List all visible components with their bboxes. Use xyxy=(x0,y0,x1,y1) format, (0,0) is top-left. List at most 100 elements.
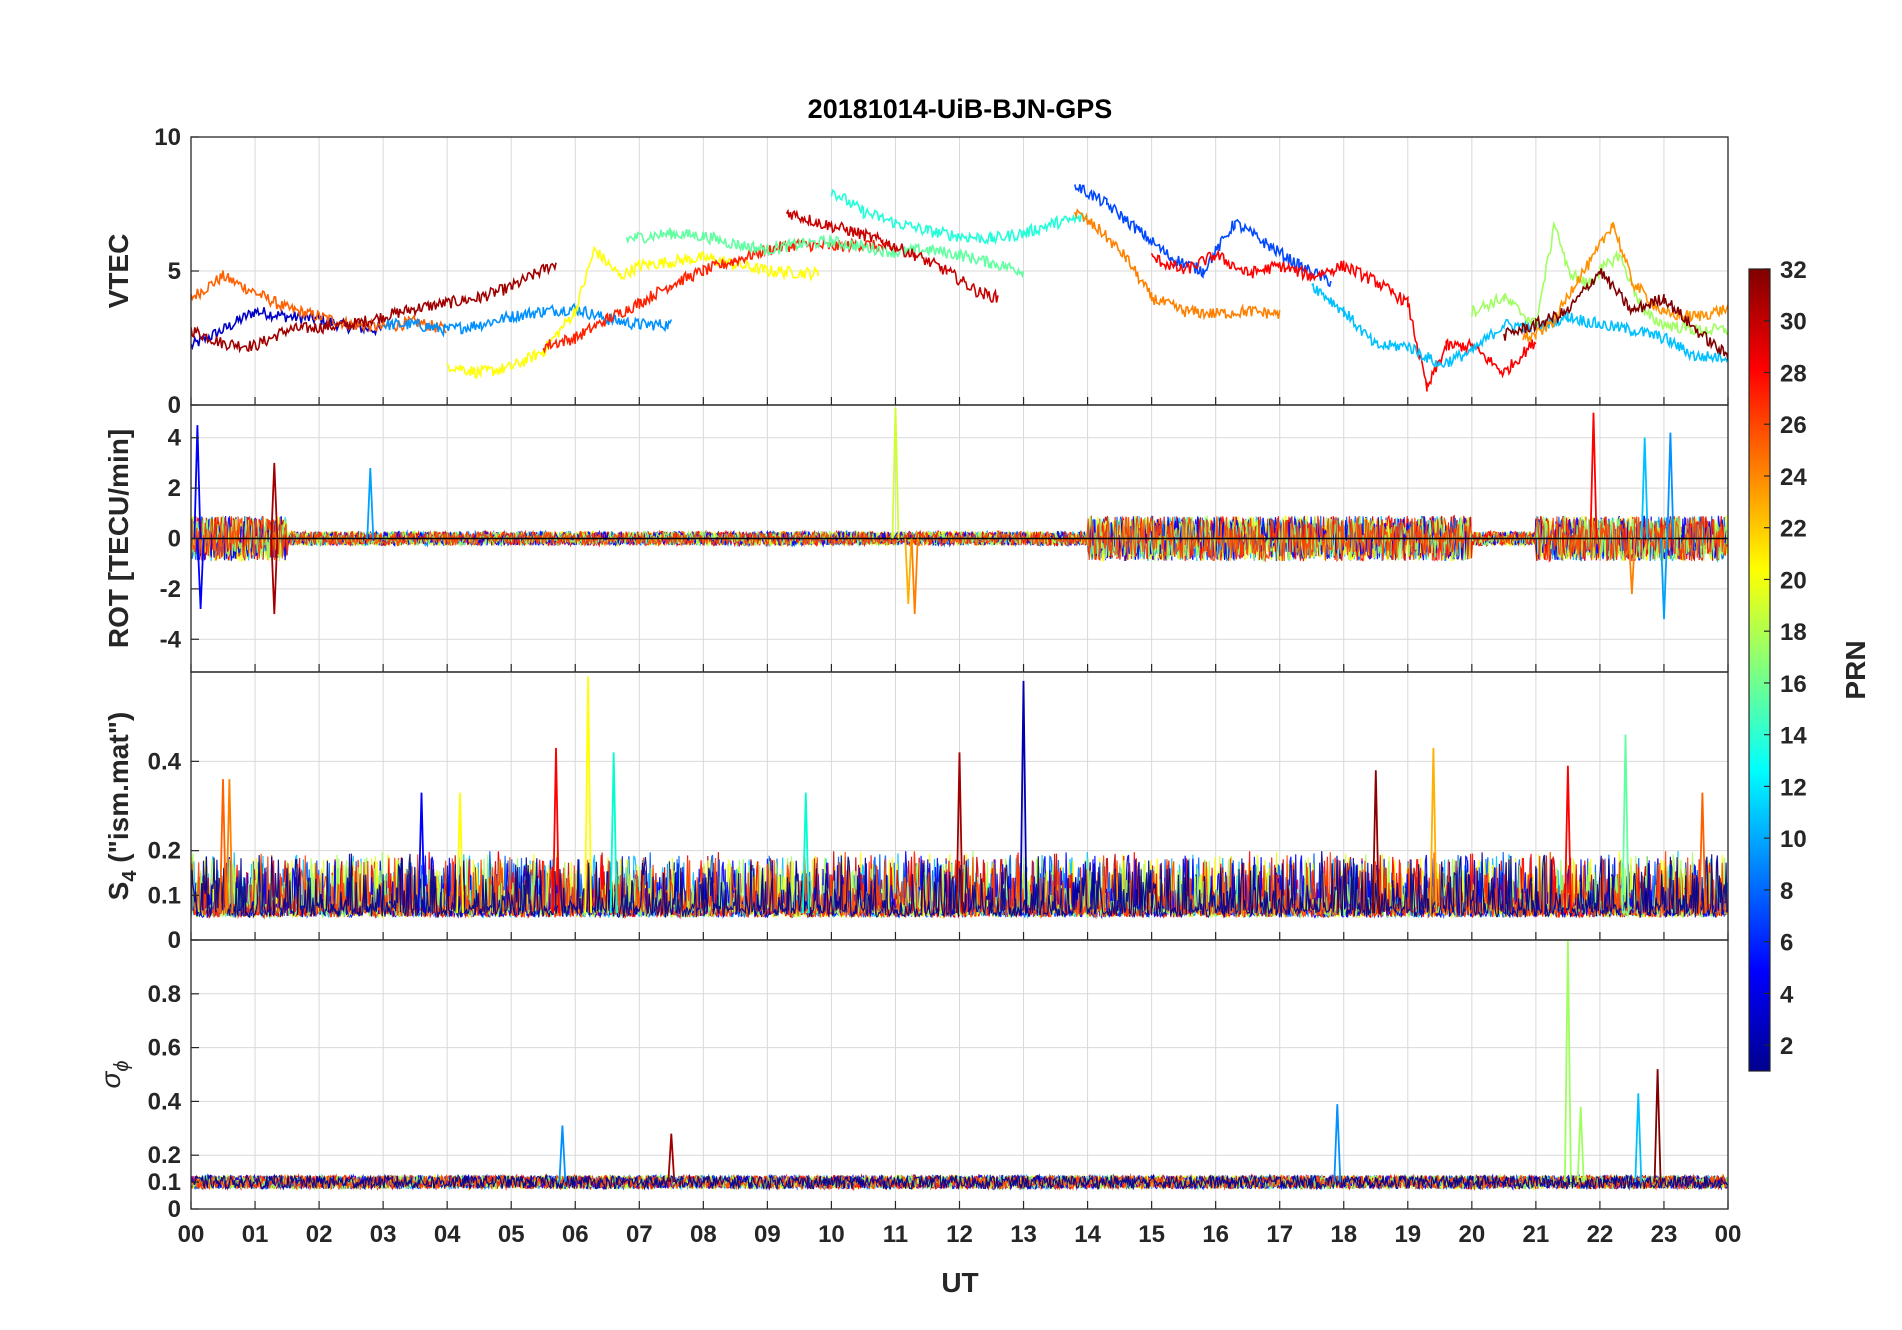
rot-peak-10 xyxy=(1666,432,1675,539)
s4-peak-7 xyxy=(801,792,810,914)
colorbar-tick-label: 22 xyxy=(1780,516,1807,543)
sigma_phi-peak-0 xyxy=(558,1125,567,1183)
vtec-series-prn-20 xyxy=(446,246,820,379)
colorbar-tick-label: 18 xyxy=(1780,619,1807,646)
x-tick-label: 03 xyxy=(370,1221,397,1248)
y-axis-label-sigma_phi: σϕ xyxy=(95,1060,133,1088)
x-tick-label: 18 xyxy=(1330,1221,1357,1248)
x-tick-label: 09 xyxy=(754,1221,781,1248)
y-tick-label: 2 xyxy=(168,475,181,502)
vtec-series-prn-10 xyxy=(382,302,673,338)
vtec-series-prn-30 xyxy=(785,208,999,303)
x-tick-label: 06 xyxy=(562,1221,589,1248)
x-tick-label: 00 xyxy=(1715,1221,1742,1248)
sigma_phi-peak-1 xyxy=(667,1133,676,1183)
grid-sigma_phi xyxy=(191,940,1728,1209)
vtec-series-prn-24 xyxy=(1074,208,1281,321)
vtec-series-prn-6 xyxy=(1074,184,1332,288)
x-tick-label: 12 xyxy=(946,1221,973,1248)
vtec-series-prn-27 xyxy=(1150,248,1537,392)
sigma_phi-peak-2 xyxy=(1333,1104,1342,1183)
y-tick-label: 0 xyxy=(168,1196,181,1223)
rot-peak-5 xyxy=(891,407,900,539)
panel-rot: -4 -2 0 2 4 ROT [TECU/min] xyxy=(103,404,1729,673)
y-tick-label: 0.1 xyxy=(148,1169,181,1196)
data-vtec xyxy=(191,184,1728,392)
x-tick-label: 20 xyxy=(1458,1221,1485,1248)
rot-peak-1 xyxy=(196,538,205,610)
rot-trace xyxy=(191,515,1728,562)
vtec-series-prn-28 xyxy=(542,237,897,354)
colorbar-tick-label: 24 xyxy=(1780,464,1807,491)
data-rot xyxy=(191,407,1728,620)
colorbar-tick-label: 6 xyxy=(1780,930,1793,957)
colorbar-tick-label: 8 xyxy=(1780,878,1793,905)
vtec-series-prn-23 xyxy=(1522,221,1728,343)
x-tick-label: 08 xyxy=(690,1221,717,1248)
y-tick-label: 4 xyxy=(168,425,182,452)
colorbar-tick-label: 30 xyxy=(1780,309,1807,336)
colorbar-tick-label: 4 xyxy=(1780,981,1794,1008)
y-tick-label: -4 xyxy=(160,626,182,653)
y-axis-label-s4: S4 ("ism.mat") xyxy=(103,712,141,901)
x-tick-label: 01 xyxy=(242,1221,269,1248)
y-tick-label: 0.1 xyxy=(148,882,181,909)
x-tick-labels: 00 01 02 03 04 05 06 07 08 09 10 11 12 13 14 15 16 17 18 19… xyxy=(178,1221,1742,1248)
colorbar-tick-label: 12 xyxy=(1780,774,1807,801)
vtec-series-prn-13 xyxy=(830,189,1089,246)
rot-peak-2 xyxy=(270,462,279,539)
y-tick-label: 0 xyxy=(168,526,181,553)
panel-vtec: 0 5 10 VTEC xyxy=(103,124,1729,419)
rot-peak-12 xyxy=(1628,538,1636,594)
x-tick-label: 17 xyxy=(1266,1221,1293,1248)
colorbar-tick-label: 2 xyxy=(1780,1033,1793,1060)
colorbar-tick-label: 28 xyxy=(1780,360,1807,387)
chart-title: 20181014-UiB-BJN-GPS xyxy=(808,94,1113,124)
colorbar-tick-label: 10 xyxy=(1780,826,1807,853)
x-tick-label: 11 xyxy=(883,1221,908,1248)
colorbar-tick-label: 32 xyxy=(1780,257,1807,284)
x-tick-label: 10 xyxy=(818,1221,845,1248)
colorbar-tick-label: 26 xyxy=(1780,412,1807,439)
x-tick-label: 19 xyxy=(1394,1221,1421,1248)
y-tick-label: 10 xyxy=(154,124,181,151)
x-tick-label: 22 xyxy=(1587,1221,1614,1248)
x-tick-label: 13 xyxy=(1010,1221,1037,1248)
y-tick-label: 5 xyxy=(168,258,181,285)
colorbar-tick-label: 20 xyxy=(1780,567,1807,594)
x-tick-label: 21 xyxy=(1523,1221,1550,1248)
s4-peak-12 xyxy=(1564,765,1572,914)
x-tick-label: 04 xyxy=(434,1221,461,1248)
x-tick-label: 02 xyxy=(306,1221,333,1248)
vtec-series-prn-15 xyxy=(625,227,1025,279)
rot-peak-3 xyxy=(270,538,279,615)
vtec-series-prn-3 xyxy=(191,306,383,351)
y-tick-label: -2 xyxy=(160,576,181,603)
y-tick-label: 0.8 xyxy=(148,981,181,1008)
s4-peak-2 xyxy=(417,792,426,914)
y-axis-label-vtec: VTEC xyxy=(103,234,134,309)
colorbar-gradient xyxy=(1748,268,1771,1072)
s4-peak-0 xyxy=(219,779,227,914)
s4-peak-1 xyxy=(225,779,234,914)
s4-trace xyxy=(191,851,1728,919)
sigma_phi-peak-6 xyxy=(1653,1069,1662,1183)
rot-peak-8 xyxy=(1589,412,1598,539)
x-tick-label: 15 xyxy=(1138,1221,1165,1248)
y-tick-label: 0.4 xyxy=(148,748,182,775)
s4-peak-3 xyxy=(456,792,464,914)
x-tick-label: 07 xyxy=(626,1221,653,1248)
rot-peak-0 xyxy=(193,425,202,539)
vtec-series-prn-11 xyxy=(1311,282,1728,369)
s4-peak-5 xyxy=(584,676,592,914)
y-tick-label: 0.2 xyxy=(148,1142,181,1169)
rot-peak-11 xyxy=(1660,538,1668,620)
y-tick-label: 0.2 xyxy=(148,838,181,865)
s4-peak-9 xyxy=(1019,680,1028,914)
panel-sigma_phi: 00.10.2 0.4 0.6 0.8 σϕ xyxy=(95,939,1729,1223)
s4-peak-6 xyxy=(609,752,618,914)
